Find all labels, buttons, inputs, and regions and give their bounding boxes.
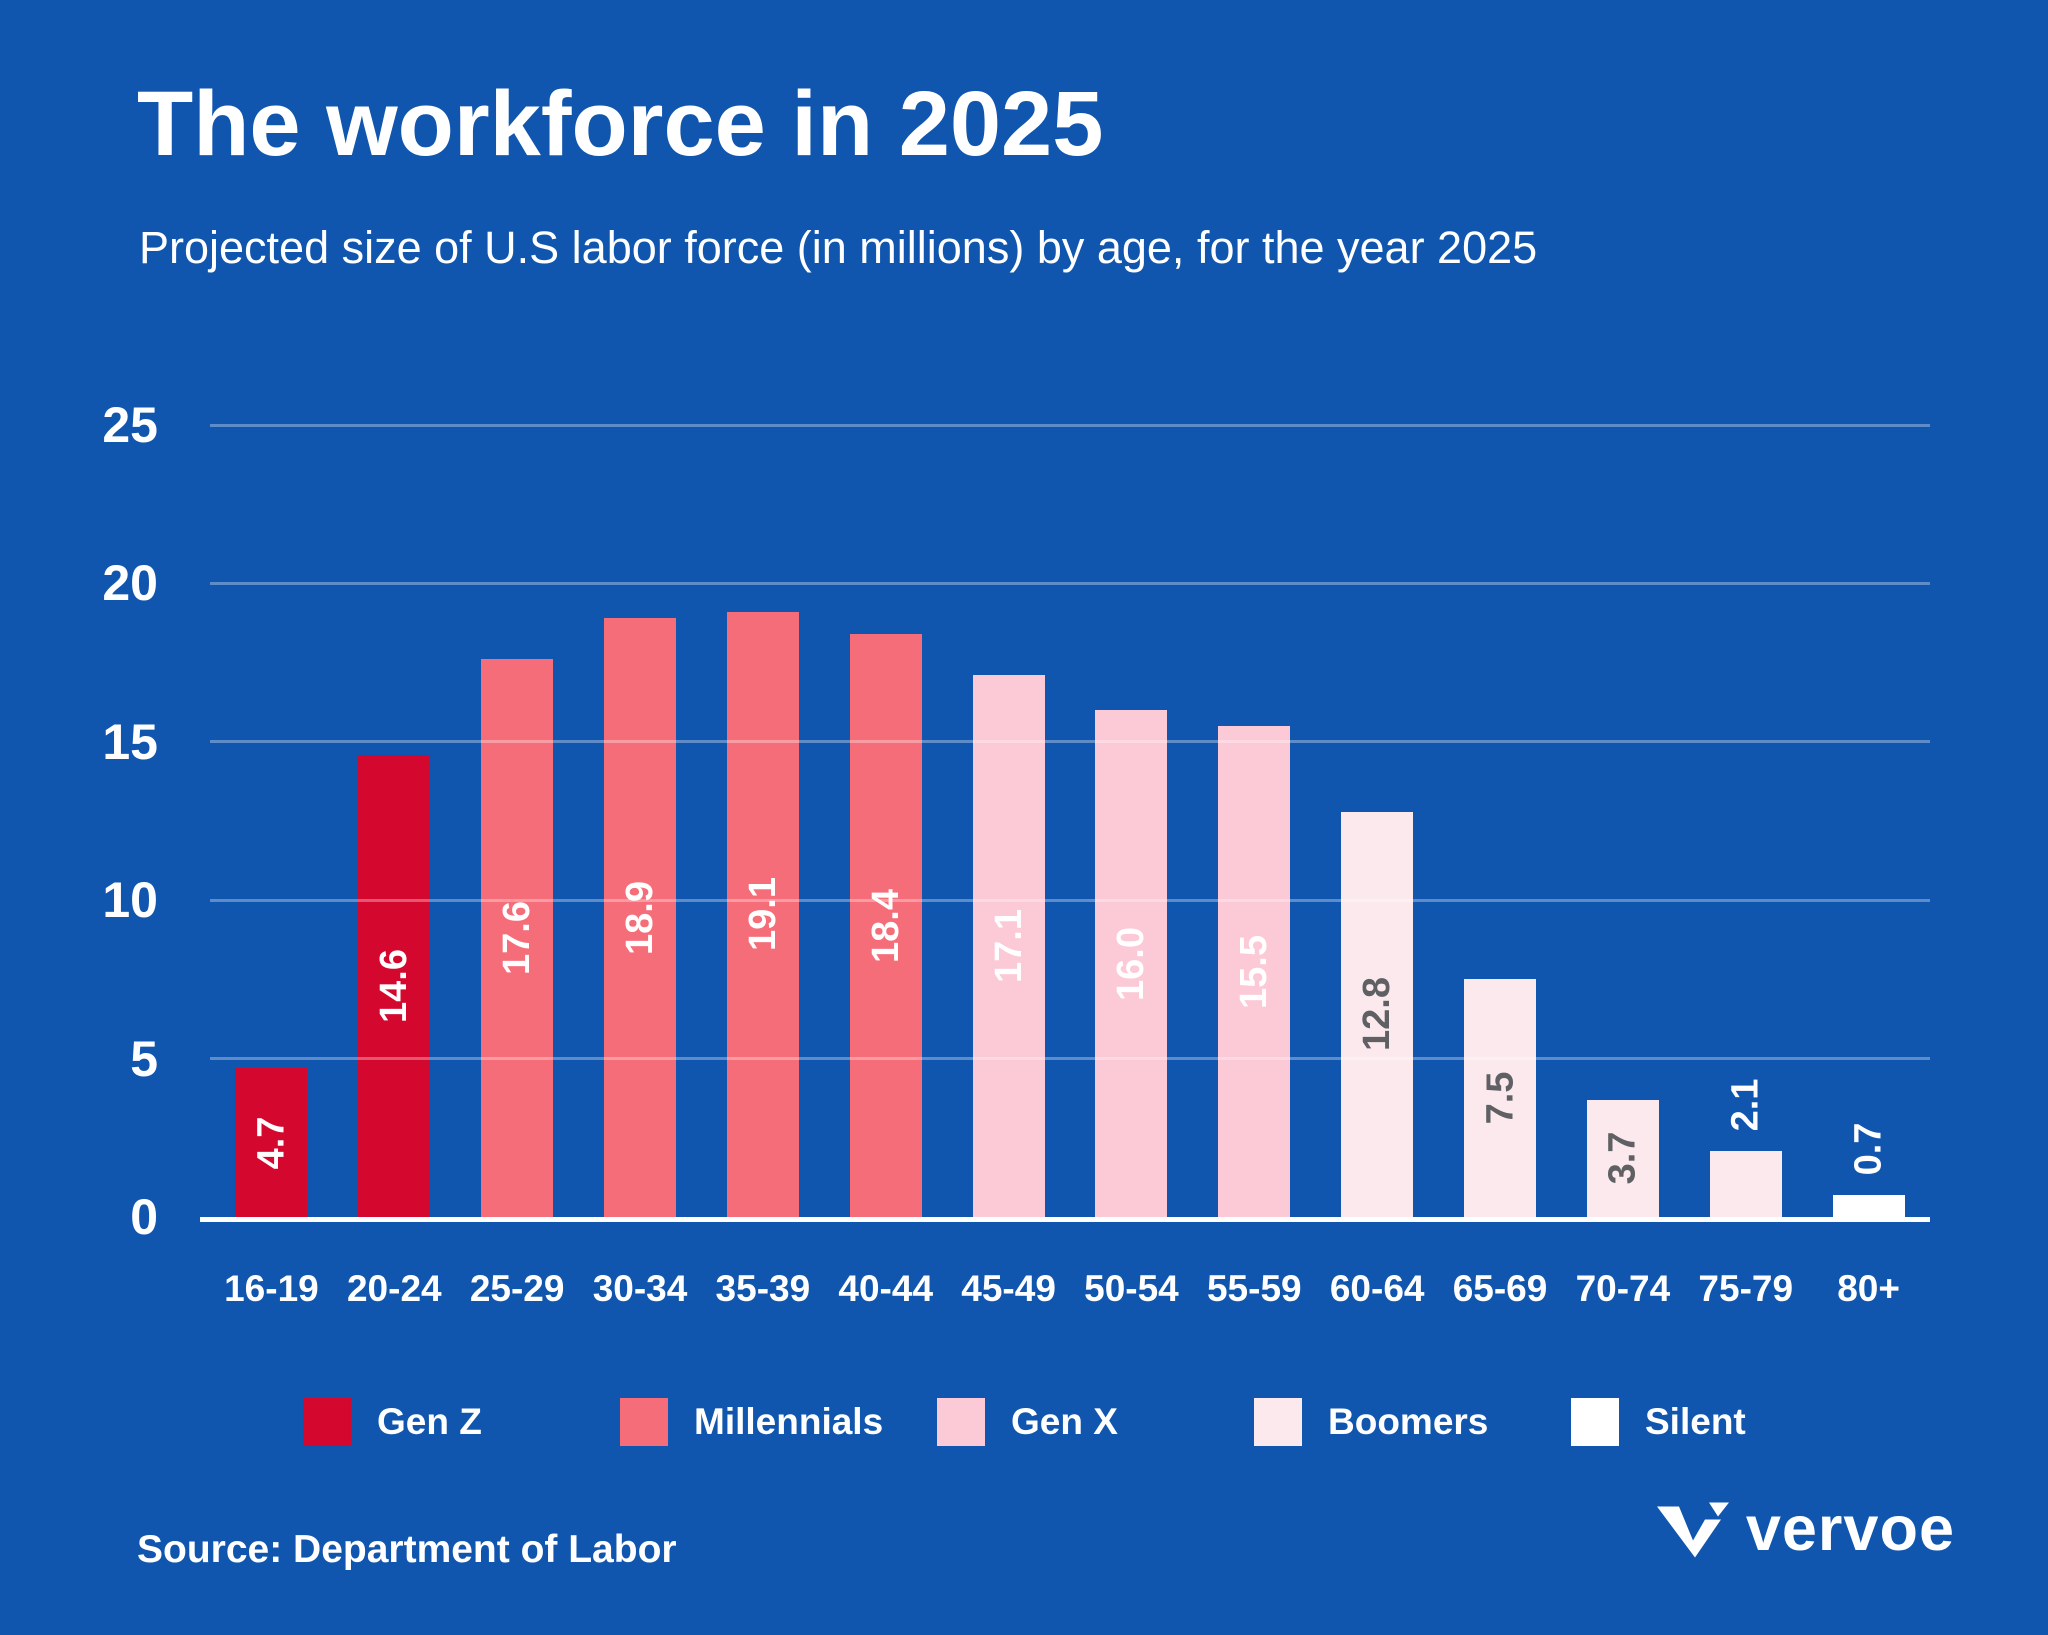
x-tick-label-20-24: 20-24	[346, 1268, 442, 1309]
bar-70-74	[1586, 1099, 1659, 1217]
y-tick-label-0: 0	[130, 1189, 158, 1245]
bar-60-64	[1341, 811, 1414, 1217]
y-tick-label-15: 15	[102, 713, 158, 770]
bar-slot-40-44: 18.4	[824, 425, 947, 1217]
bar-slot-70-74: 3.7	[1561, 425, 1684, 1217]
bar-slot-50-54: 16.0	[1070, 425, 1193, 1217]
vervoe-logo: vervoe	[1656, 1494, 1955, 1564]
bar-value-label-80+: 0.7	[1847, 1122, 1890, 1176]
vervoe-logo-mark-icon	[1656, 1502, 1729, 1557]
bar-16-19	[235, 1068, 308, 1217]
legend-item-genz: Gen Z	[303, 1398, 620, 1446]
chart-subtitle: Projected size of U.S labor force (in mi…	[139, 222, 1538, 273]
bar-80+	[1832, 1194, 1905, 1217]
bar-chart-plot-area: 4.7 14.6 17.6 18.9 19.1 18.4 17.1 16.0 15.5 12.8 7…	[102, 400, 1930, 1309]
legend-swatch-millennials	[620, 1398, 668, 1446]
bar-slot-45-49: 17.1	[947, 425, 1070, 1217]
x-tick-label-65-69: 65-69	[1452, 1268, 1548, 1309]
bar-slot-75-79: 2.1	[1684, 425, 1807, 1217]
legend-swatch-genx	[937, 1398, 985, 1446]
bar-50-54	[1095, 710, 1168, 1217]
x-tick-label-40-44: 40-44	[838, 1268, 934, 1309]
x-tick-label-16-19: 16-19	[224, 1268, 319, 1309]
bar-slot-60-64: 12.8	[1316, 425, 1439, 1217]
bar-slot-35-39: 19.1	[701, 425, 824, 1217]
bar-slot-16-19: 4.7	[210, 425, 333, 1217]
bar-slot-25-29: 17.6	[456, 425, 579, 1217]
chart-legend: Gen Z Millennials Gen X Boomers Silent	[303, 1398, 1888, 1446]
bar-20-24	[358, 754, 431, 1217]
x-tick-label-50-54: 50-54	[1084, 1268, 1179, 1309]
y-tick-label-20: 20	[102, 555, 158, 612]
x-axis-labels: 16-19 20-24 25-29 30-34 35-39 40-44 45-49 50-54…	[210, 1268, 1930, 1310]
gridline-20	[210, 581, 1930, 585]
legend-item-millennials: Millennials	[620, 1398, 937, 1446]
y-tick-label-10: 10	[102, 872, 158, 929]
legend-label-genz: Gen Z	[377, 1401, 482, 1442]
gridline-10	[210, 898, 1930, 902]
x-tick-label-60-64: 60-64	[1329, 1268, 1425, 1309]
x-tick-label-55-59: 55-59	[1206, 1268, 1302, 1309]
x-tick-label-25-29: 25-29	[469, 1268, 565, 1309]
bar-65-69	[1464, 979, 1537, 1217]
bar-55-59	[1218, 726, 1291, 1217]
legend-swatch-genz	[303, 1398, 351, 1446]
bar-slot-30-34: 18.9	[579, 425, 702, 1217]
bars-container: 4.7 14.6 17.6 18.9 19.1 18.4 17.1 16.0 15.5 12.8 7…	[210, 425, 1930, 1217]
gridline-25	[210, 423, 1930, 427]
legend-label-silent: Silent	[1645, 1401, 1746, 1442]
bar-35-39	[726, 611, 799, 1217]
bar-slot-80+: 0.7	[1807, 425, 1930, 1217]
x-tick-label-35-39: 35-39	[715, 1268, 811, 1309]
legend-swatch-silent	[1571, 1398, 1619, 1446]
x-tick-label-75-79: 75-79	[1698, 1268, 1794, 1309]
bar-75-79	[1709, 1150, 1782, 1217]
bar-slot-55-59: 15.5	[1193, 425, 1316, 1217]
gridline-5	[210, 1057, 1930, 1061]
legend-label-boomers: Boomers	[1328, 1401, 1489, 1442]
gridline-15	[210, 740, 1930, 744]
bar-45-49	[972, 675, 1045, 1217]
legend-label-genx: Gen X	[1011, 1401, 1118, 1442]
source-note: Source: Department of Labor	[137, 1528, 677, 1571]
x-tick-label-70-74: 70-74	[1575, 1268, 1671, 1309]
bar-25-29	[481, 659, 554, 1217]
bar-value-wrap-75-79: 2.1	[1684, 1069, 1807, 1141]
bar-30-34	[604, 618, 676, 1217]
x-tick-label-45-49: 45-49	[961, 1268, 1056, 1309]
bar-value-wrap-80+: 0.7	[1807, 1113, 1930, 1185]
vervoe-logo-text: vervoe	[1745, 1494, 1955, 1564]
legend-label-millennials: Millennials	[694, 1401, 884, 1442]
bar-slot-20-24: 14.6	[333, 425, 456, 1217]
y-tick-label-25: 25	[102, 397, 158, 453]
bar-value-label-75-79: 2.1	[1724, 1078, 1767, 1131]
bar-40-44	[849, 634, 922, 1217]
legend-item-silent: Silent	[1571, 1398, 1888, 1446]
chart-title: The workforce in 2025	[137, 73, 1104, 175]
x-tick-label-30-34: 30-34	[592, 1268, 688, 1309]
x-tick-label-80+: 80+	[1837, 1268, 1900, 1309]
x-axis-line	[200, 1217, 1930, 1222]
legend-item-boomers: Boomers	[1254, 1398, 1571, 1446]
bar-slot-65-69: 7.5	[1439, 425, 1562, 1217]
y-tick-label-5: 5	[130, 1030, 158, 1087]
legend-item-genx: Gen X	[937, 1398, 1254, 1446]
legend-swatch-boomers	[1254, 1398, 1302, 1446]
